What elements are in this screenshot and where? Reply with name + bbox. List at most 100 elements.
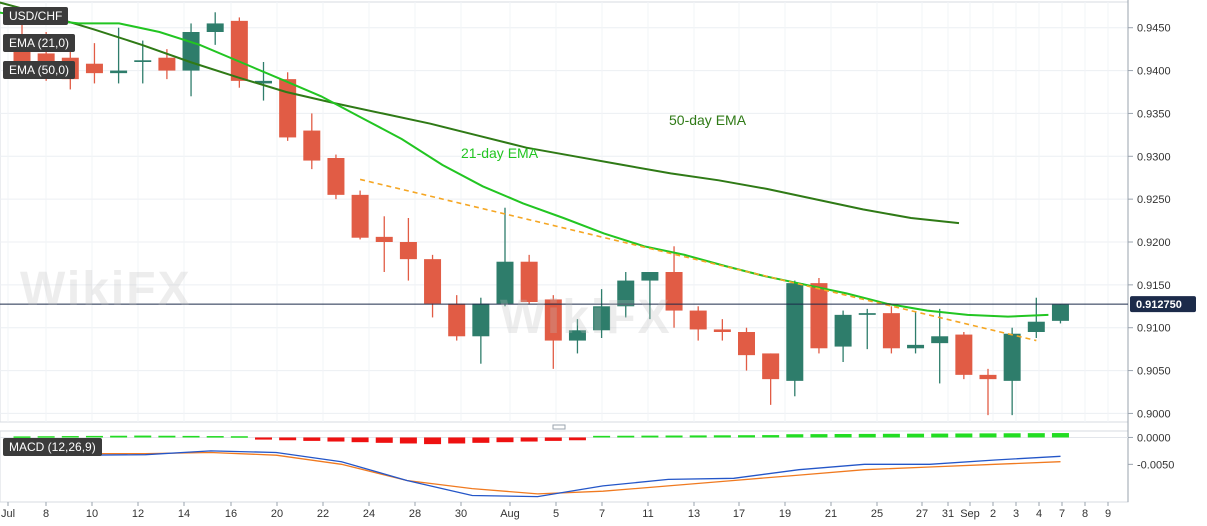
macd-histogram-bar — [1003, 433, 1021, 438]
macd-histogram-bar — [158, 435, 176, 438]
candle-body — [375, 236, 393, 242]
x-tick-label: 25 — [871, 508, 883, 520]
candle-body — [979, 374, 997, 380]
x-tick-label: 31 — [942, 508, 954, 520]
macd-histogram-bar — [279, 437, 297, 441]
candle-body — [593, 306, 611, 331]
macd-histogram-bar — [617, 435, 635, 438]
macd-histogram-bar — [713, 435, 731, 438]
macd-histogram-bar — [955, 433, 973, 438]
macd-histogram-bar — [472, 437, 490, 443]
candle-body — [786, 283, 804, 381]
candle-body — [617, 280, 635, 307]
x-tick-label: 24 — [363, 508, 375, 520]
macd-histogram-bar — [882, 433, 900, 438]
current-price-label: 0.912750 — [1136, 299, 1182, 311]
macd-histogram-bar — [834, 434, 852, 438]
macd-histogram-bar — [206, 436, 224, 438]
x-tick-label: Jul — [1, 508, 15, 520]
axis-background — [1129, 0, 1207, 526]
x-tick-label: 2 — [990, 508, 996, 520]
macd-histogram-bar — [85, 435, 103, 438]
macd-histogram-bar — [303, 437, 321, 441]
candle-body — [496, 261, 514, 304]
ema21-legend: EMA (21,0) — [3, 34, 76, 52]
macd-histogram-bar — [255, 437, 272, 440]
macd-histogram-bar — [689, 435, 707, 438]
candle-body — [834, 314, 852, 347]
current-price-tag — [1130, 296, 1196, 313]
macd-tick-label: -0.0050 — [1137, 459, 1174, 471]
macd-histogram-bar — [496, 437, 514, 443]
ema21-annotation: 21-day EMA — [461, 145, 539, 161]
macd-panel — [0, 430, 1129, 503]
x-tick-label: 14 — [178, 508, 190, 520]
candle-body — [110, 70, 128, 74]
candle-body — [448, 303, 466, 337]
candle-body — [158, 57, 176, 71]
price-tick-label: 0.9200 — [1137, 237, 1171, 249]
macd-histogram-bar — [762, 435, 780, 438]
ema50-line — [0, 1, 960, 225]
macd-histogram-bar — [786, 434, 804, 438]
x-tick-label: 7 — [599, 508, 605, 520]
candle-body — [327, 158, 345, 195]
macd-histogram-bar — [61, 436, 79, 438]
candle-body — [206, 23, 224, 32]
macd-histogram-bar — [1027, 433, 1045, 438]
candle-body — [134, 60, 152, 62]
candle-body — [472, 303, 490, 337]
price-tick-label: 0.9050 — [1137, 366, 1171, 378]
x-tick-label: 21 — [825, 508, 837, 520]
macd-histogram-bar — [568, 437, 586, 441]
x-tick-label: 17 — [733, 508, 745, 520]
macd-histogram-bar — [641, 435, 659, 438]
macd-histogram-bar — [399, 437, 417, 444]
macd-histogram-bar — [907, 433, 925, 438]
candle-body — [882, 313, 900, 349]
candle-body — [424, 259, 442, 304]
macd-histogram-bar — [424, 437, 442, 445]
x-tick-label: 13 — [688, 508, 700, 520]
watermark-center: WikiFX — [500, 291, 672, 344]
resistance-trendline — [359, 178, 1037, 342]
macd-histogram-bar — [1051, 433, 1069, 438]
x-tick-label: 8 — [43, 508, 49, 520]
x-tick-label: 12 — [132, 508, 144, 520]
candle-body — [399, 242, 417, 260]
price-tick-label: 0.9400 — [1137, 66, 1171, 78]
price-tick-label: 0.9300 — [1137, 151, 1171, 163]
x-tick-label: 4 — [1036, 508, 1042, 520]
candle-body — [641, 272, 659, 281]
price-tick-label: 0.9150 — [1137, 280, 1171, 292]
x-tick-label: 10 — [86, 508, 98, 520]
x-tick-label: 22 — [317, 508, 329, 520]
price-tick-label: 0.9450 — [1137, 23, 1171, 35]
candle-body — [303, 130, 321, 161]
symbol-label: USD/CHF — [3, 7, 69, 25]
candle-body — [713, 329, 731, 332]
x-tick-label: 28 — [409, 508, 421, 520]
x-tick-label: 9 — [1105, 508, 1111, 520]
candle-body — [1051, 304, 1069, 321]
candle-body — [810, 283, 828, 349]
x-tick-label: 16 — [225, 508, 237, 520]
macd-histogram-bar — [182, 435, 200, 438]
x-tick-label: 3 — [1013, 508, 1019, 520]
macd-histogram-bar — [327, 437, 345, 442]
macd-histogram-bar — [931, 433, 949, 438]
macd-histogram-bar — [544, 437, 562, 441]
candle-body — [931, 336, 949, 344]
x-tick-label: 11 — [642, 508, 653, 520]
candle-body — [255, 80, 272, 84]
macd-tick-label: 0.0000 — [1137, 432, 1171, 444]
macd-histogram-bar — [979, 433, 997, 438]
macd-line — [14, 450, 1061, 498]
macd-histogram-bar — [110, 435, 128, 438]
candle-body — [544, 299, 562, 341]
macd-histogram-bar — [37, 436, 55, 438]
price-tick-label: 0.9350 — [1137, 108, 1171, 120]
candle-body — [955, 334, 973, 375]
